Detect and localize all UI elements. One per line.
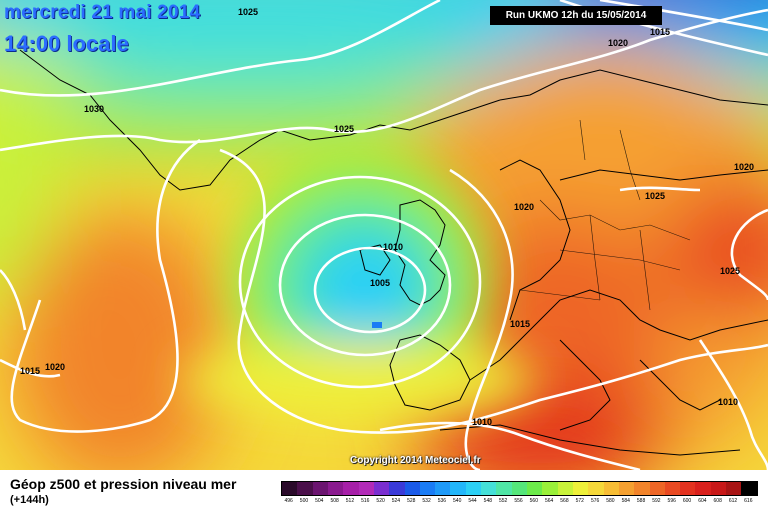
color-scale-labels: 496 500 504 508 512 516 520 524 528 532 536 540 544 5… <box>281 498 756 508</box>
scale-value: 552 <box>499 498 508 504</box>
scale-value: 604 <box>698 498 707 504</box>
forecast-time: 14:00 locale <box>4 31 129 56</box>
country-borders <box>519 119 691 311</box>
isobar-label: 1010 <box>383 242 404 252</box>
isobar-label: 1005 <box>370 278 391 288</box>
run-info: Run UKMO 12h du 15/05/2014 <box>490 6 662 25</box>
color-swatch <box>710 482 727 495</box>
scale-value: 520 <box>376 498 385 504</box>
isobar-label: 1020 <box>608 38 629 48</box>
copyright: Copyright 2014 Meteociel.fr <box>350 455 481 466</box>
scale-value: 544 <box>468 498 477 504</box>
color-swatch <box>603 482 619 495</box>
scale-value: 600 <box>682 498 692 504</box>
low-marker <box>372 322 382 328</box>
isobar-label: 1025 <box>645 191 666 201</box>
color-swatch <box>618 482 635 495</box>
scale-value: 532 <box>422 498 431 504</box>
color-swatch <box>343 482 359 495</box>
color-swatch <box>511 482 527 495</box>
color-swatch <box>664 482 681 495</box>
color-swatch <box>327 482 344 495</box>
isobar-label: 1015 <box>510 319 531 329</box>
color-swatch <box>389 482 405 495</box>
color-swatch <box>419 482 436 495</box>
isobar-label: 1025 <box>238 7 259 17</box>
color-swatch <box>741 482 757 495</box>
scale-value: 516 <box>361 498 370 504</box>
scale-value: 540 <box>453 498 462 504</box>
color-swatch <box>588 482 604 495</box>
scale-value: 596 <box>667 498 676 504</box>
color-swatch <box>282 482 298 495</box>
isobars <box>0 0 768 470</box>
isobar-label: 1015 <box>20 366 41 376</box>
scale-value: 572 <box>575 498 584 504</box>
isobar-label: 1020 <box>45 362 66 372</box>
color-swatch <box>496 482 512 495</box>
scale-value: 568 <box>560 498 569 504</box>
color-swatch <box>649 482 665 495</box>
scale-value: 616 <box>744 498 753 504</box>
scale-value: 528 <box>407 498 416 504</box>
isobar-label: 1030 <box>84 104 105 114</box>
color-swatch <box>680 482 696 495</box>
isobar-label: 1010 <box>472 417 493 427</box>
scale-value: 504 <box>315 498 324 504</box>
color-swatch <box>373 482 390 495</box>
scale-value: 500 <box>299 498 309 504</box>
isobar-label: 1010 <box>718 397 739 407</box>
color-swatch <box>527 482 543 495</box>
scale-value: 608 <box>713 498 722 504</box>
color-swatch <box>634 482 650 495</box>
color-swatch <box>572 482 589 495</box>
scale-value: 496 <box>284 498 293 504</box>
scale-value: 556 <box>514 498 523 504</box>
map-title: Géop z500 et pression niveau mer <box>10 476 237 492</box>
weather-map: mercredi 21 mai 2014 14:00 locale Run UK… <box>0 0 768 470</box>
scale-value: 612 <box>728 498 738 504</box>
color-swatch <box>297 482 313 495</box>
color-swatch <box>695 482 711 495</box>
isobar-label: 1020 <box>514 202 535 212</box>
geopotential-map-canvas <box>0 0 768 470</box>
scale-value: 576 <box>590 498 600 504</box>
color-swatch <box>465 482 482 495</box>
color-swatch <box>726 482 742 495</box>
color-swatch <box>450 482 466 495</box>
scale-value: 588 <box>636 498 646 504</box>
scale-value: 560 <box>529 498 538 504</box>
isobar-label: 1025 <box>334 124 355 134</box>
scale-value: 508 <box>330 498 339 504</box>
isobar-label: 1015 <box>650 27 671 37</box>
color-swatch <box>542 482 558 495</box>
forecast-date: mercredi 21 mai 2014 <box>4 2 201 23</box>
isobar-label: 1020 <box>734 162 755 172</box>
map-footer: Géop z500 et pression niveau mer (+144h)… <box>0 470 768 512</box>
scale-value: 536 <box>437 498 447 504</box>
scale-value: 592 <box>652 498 661 504</box>
scale-value: 512 <box>345 498 355 504</box>
scale-value: 564 <box>544 498 554 504</box>
scale-value: 584 <box>621 498 630 504</box>
forecast-offset: (+144h) <box>10 494 49 506</box>
color-swatch <box>358 482 374 495</box>
scale-value: 524 <box>391 498 401 504</box>
color-swatch <box>404 482 420 495</box>
color-swatch <box>557 482 573 495</box>
scale-value: 580 <box>606 498 615 504</box>
color-swatch <box>435 482 451 495</box>
scale-value: 548 <box>483 498 493 504</box>
color-swatch <box>312 482 328 495</box>
color-swatch <box>481 482 497 495</box>
isobar-label: 1025 <box>720 266 741 276</box>
color-scale <box>281 481 758 496</box>
